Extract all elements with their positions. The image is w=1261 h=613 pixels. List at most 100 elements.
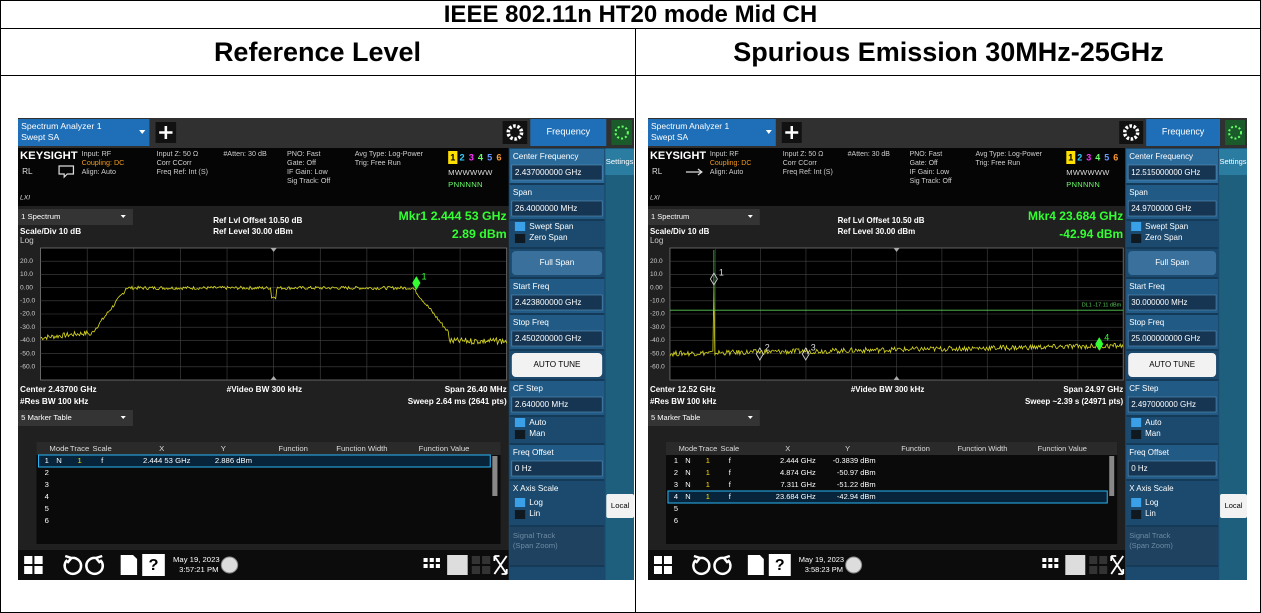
input-icon	[58, 165, 75, 179]
side-label: Span	[513, 188, 532, 197]
row-number: 6	[45, 516, 49, 525]
menu[interactable]	[530, 119, 607, 146]
side-label: X Axis Scale	[1129, 484, 1174, 493]
marker	[755, 347, 764, 361]
option-indicator[interactable]	[1131, 222, 1142, 231]
side-value-box	[1127, 294, 1217, 311]
row-number: 4	[45, 492, 49, 501]
marker-label: 3	[811, 342, 816, 352]
tab[interactable]	[648, 119, 776, 146]
marker-level: -42.94 dBm	[1059, 227, 1123, 241]
menu[interactable]	[1146, 119, 1221, 146]
row-number: 2	[674, 468, 678, 477]
lxi: LXI	[20, 195, 30, 202]
row-scale: f	[729, 468, 732, 477]
side-button[interactable]	[1128, 251, 1217, 275]
table-select[interactable]	[648, 410, 760, 426]
side-label: Span	[1129, 188, 1148, 197]
option-indicator[interactable]	[514, 498, 526, 507]
info-text: Input: RF	[710, 151, 739, 158]
side-label: Start Freq	[1129, 282, 1164, 291]
window-title: 1 Spectrum	[21, 212, 60, 221]
side-value-box	[511, 460, 603, 477]
row-x: 2.444 GHz	[780, 456, 816, 465]
marker	[709, 272, 718, 286]
info-text: Input: RF	[82, 150, 112, 158]
window-select[interactable]	[18, 209, 133, 225]
info-text: Coupling: DC	[82, 159, 125, 167]
date: May 19, 2023	[799, 555, 844, 564]
local-button[interactable]	[1220, 494, 1247, 518]
heading: Reference Level	[213, 37, 422, 67]
border	[0, 75, 1261, 76]
side-label: Center Frequency	[513, 152, 580, 161]
option-indicator[interactable]	[514, 430, 526, 439]
y-label: 10.0	[20, 271, 33, 278]
row-mode: N	[685, 492, 690, 501]
brand: KEYSIGHT	[20, 150, 78, 162]
span: Span 26.40 MHz	[445, 385, 507, 394]
side-button[interactable]	[511, 353, 603, 377]
rl: RL	[22, 167, 33, 176]
settings-tab[interactable]	[605, 149, 634, 175]
info-text: IF Gain: Low	[910, 169, 951, 176]
info-text: Sig Track: Off	[287, 177, 330, 185]
redo-icon	[85, 554, 105, 576]
side-button[interactable]	[1128, 353, 1217, 377]
option-indicator[interactable]	[514, 510, 526, 519]
option-indicator[interactable]	[1131, 418, 1142, 427]
y-label: -40.0	[20, 337, 36, 344]
dropdown	[747, 215, 753, 218]
sweep: Sweep 2.64 ms (2641 pts)	[408, 397, 507, 406]
file-icon	[120, 555, 138, 575]
table-select[interactable]	[18, 410, 133, 426]
row-trace: 1	[706, 456, 710, 465]
grid-icon	[471, 556, 491, 574]
row-x: 23.684 GHz	[776, 492, 816, 501]
y-label: 0.00	[20, 284, 33, 291]
option-indicator[interactable]	[514, 234, 526, 243]
option-label: Log	[1145, 498, 1158, 507]
side-disabled-label: (Span Zoom)	[513, 541, 558, 550]
tab-mode: Swept SA	[21, 132, 60, 142]
settings-tab-label: Settings	[1220, 157, 1247, 166]
info-text: Input Z: 50 Ω	[157, 150, 199, 158]
local-button[interactable]	[606, 494, 634, 518]
dropdown	[747, 416, 753, 419]
touch-icon	[1065, 555, 1086, 575]
side-button[interactable]	[511, 251, 603, 275]
taskbar	[18, 550, 509, 580]
column-header: X	[159, 444, 164, 453]
tab[interactable]	[18, 119, 150, 146]
info-text: Align: Auto	[710, 169, 743, 176]
option-indicator[interactable]	[1131, 430, 1142, 439]
option-label: Man	[1145, 429, 1161, 438]
selected-row	[667, 490, 1108, 504]
option-indicator[interactable]	[1131, 498, 1142, 507]
row-number: 6	[674, 516, 678, 525]
plus-icon	[785, 126, 799, 139]
option-indicator[interactable]	[1131, 510, 1142, 519]
gear-button[interactable]	[502, 121, 528, 144]
option-indicator[interactable]	[514, 222, 526, 231]
res-bw: #Res BW 100 kHz	[650, 397, 717, 406]
row-x: 7.311 GHz	[781, 480, 816, 489]
y-label: -60.0	[650, 364, 665, 371]
help-button[interactable]	[768, 554, 791, 576]
table-header	[36, 442, 501, 455]
side-value-box	[511, 200, 603, 217]
grid-icon	[1089, 556, 1108, 574]
settings-tab[interactable]	[1219, 149, 1247, 175]
help-button[interactable]	[142, 554, 165, 576]
option-label: Man	[529, 429, 545, 438]
marker-label: 1	[719, 267, 724, 277]
window-select[interactable]	[648, 209, 760, 225]
side-value: 25.000000000 GHz	[1131, 334, 1200, 343]
gear-button[interactable]	[1119, 121, 1144, 144]
option-indicator[interactable]	[1131, 234, 1142, 243]
table-header	[665, 442, 1118, 455]
trace-active	[448, 151, 458, 164]
option-indicator[interactable]	[514, 418, 526, 427]
